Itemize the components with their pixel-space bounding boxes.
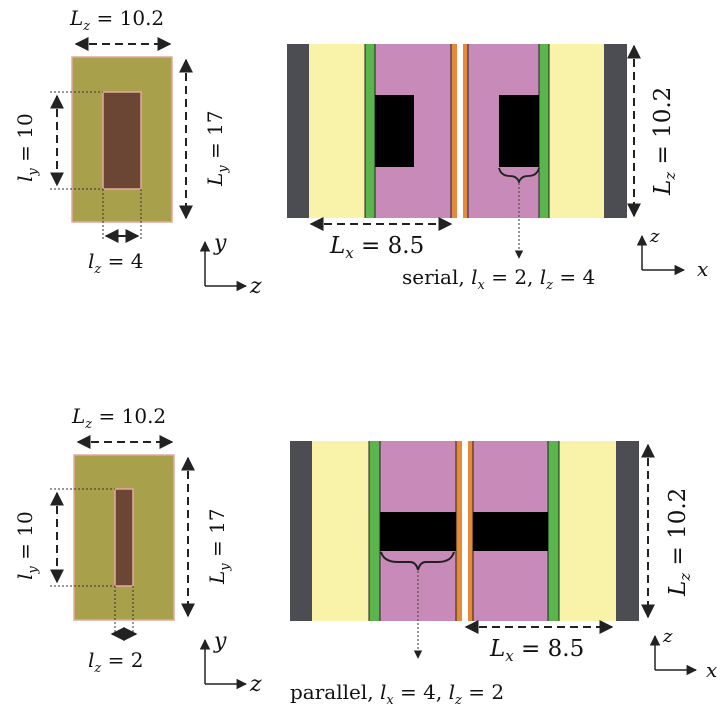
bottom-black-block-left [380, 512, 456, 551]
top-layer-yellow-left [309, 44, 365, 218]
bottom-layer-green-right [548, 441, 559, 621]
top-layer-dark-left [287, 44, 309, 218]
top-main-axis-right: x [697, 257, 708, 281]
bottom-side-axis-right: z [249, 672, 262, 697]
bottom-side-axis-up: y [213, 629, 227, 654]
bottom-layer-orange-right [468, 441, 473, 621]
top-layer-green-right [539, 44, 549, 218]
bottom-Lz-vert-label: Lz = 10.2 [665, 488, 694, 597]
top-Lz-label: Lz = 10.2 [69, 6, 164, 34]
top-side-axis-up: y [213, 231, 227, 256]
bottom-main-axis-right: x [706, 658, 717, 682]
top-layer-orange-left [451, 44, 457, 218]
top-ly-label: ly = 10 [13, 113, 41, 182]
bottom-layer-dark-left [290, 441, 312, 621]
bottom-layer-orange-left [456, 441, 462, 621]
top-side-view: Lz = 10.2 ly = 10 Ly = 17 lz = 4 y z [13, 6, 262, 299]
bottom-side-inner-block [114, 488, 134, 587]
top-main-axes: z x [636, 226, 708, 281]
bottom-layer-dark-right [616, 441, 639, 621]
bottom-side-view: Lz = 10.2 ly = 10 Ly = 17 lz = 2 y z [13, 404, 262, 697]
top-brace [498, 167, 540, 185]
top-layer-green-left [365, 44, 375, 218]
top-black-block-left [375, 95, 414, 167]
bottom-lz-label: lz = 2 [88, 648, 143, 676]
top-layer-dark-right [604, 44, 627, 218]
top-layer-orange-right [463, 44, 468, 218]
bottom-Lz-label: Lz = 10.2 [71, 404, 166, 432]
top-lz-label: lz = 4 [88, 249, 143, 277]
top-black-block-right [499, 95, 539, 167]
bottom-layer-yellow-left [312, 441, 369, 621]
bottom-Lx-label: Lx = 8.5 [489, 636, 584, 665]
bottom-side-guides [50, 488, 134, 638]
bottom-main-axis-up: z [662, 626, 673, 647]
top-side-axes: y z [199, 231, 262, 299]
bottom-Ly-label: Ly = 17 [205, 508, 233, 585]
top-Lz-vert-label: Lz = 10.2 [650, 87, 679, 196]
bottom-black-block-right [473, 512, 548, 551]
top-layer-yellow-right [549, 44, 604, 218]
top-side-inner-block [102, 91, 142, 190]
bottom-main-axes: z x [649, 626, 717, 682]
top-Lx-label: Lx = 8.5 [329, 233, 424, 262]
top-side-guides [50, 91, 142, 240]
bottom-ly-label: ly = 10 [13, 511, 41, 580]
top-layer-gap [457, 44, 463, 218]
bottom-layer-yellow-right [559, 441, 616, 621]
top-caption: serial, lx = 2, lz = 4 [402, 265, 595, 293]
top-side-axis-right: z [249, 274, 262, 299]
bottom-layer-green-left [369, 441, 380, 621]
bottom-caption: parallel, lx = 4, lz = 2 [290, 680, 504, 704]
bottom-main-view: Lx = 8.5 Lz = 10.2 parallel, lx = 4, lz … [290, 441, 717, 704]
top-main-view: Lx = 8.5 Lz = 10.2 serial, lx = 2, lz = … [287, 44, 708, 293]
bottom-brace [380, 551, 455, 571]
bottom-side-axes: y z [199, 629, 262, 697]
bottom-layer-gap [462, 441, 468, 621]
top-Ly-label: Ly = 17 [203, 110, 231, 187]
top-main-axis-up: z [649, 226, 660, 247]
